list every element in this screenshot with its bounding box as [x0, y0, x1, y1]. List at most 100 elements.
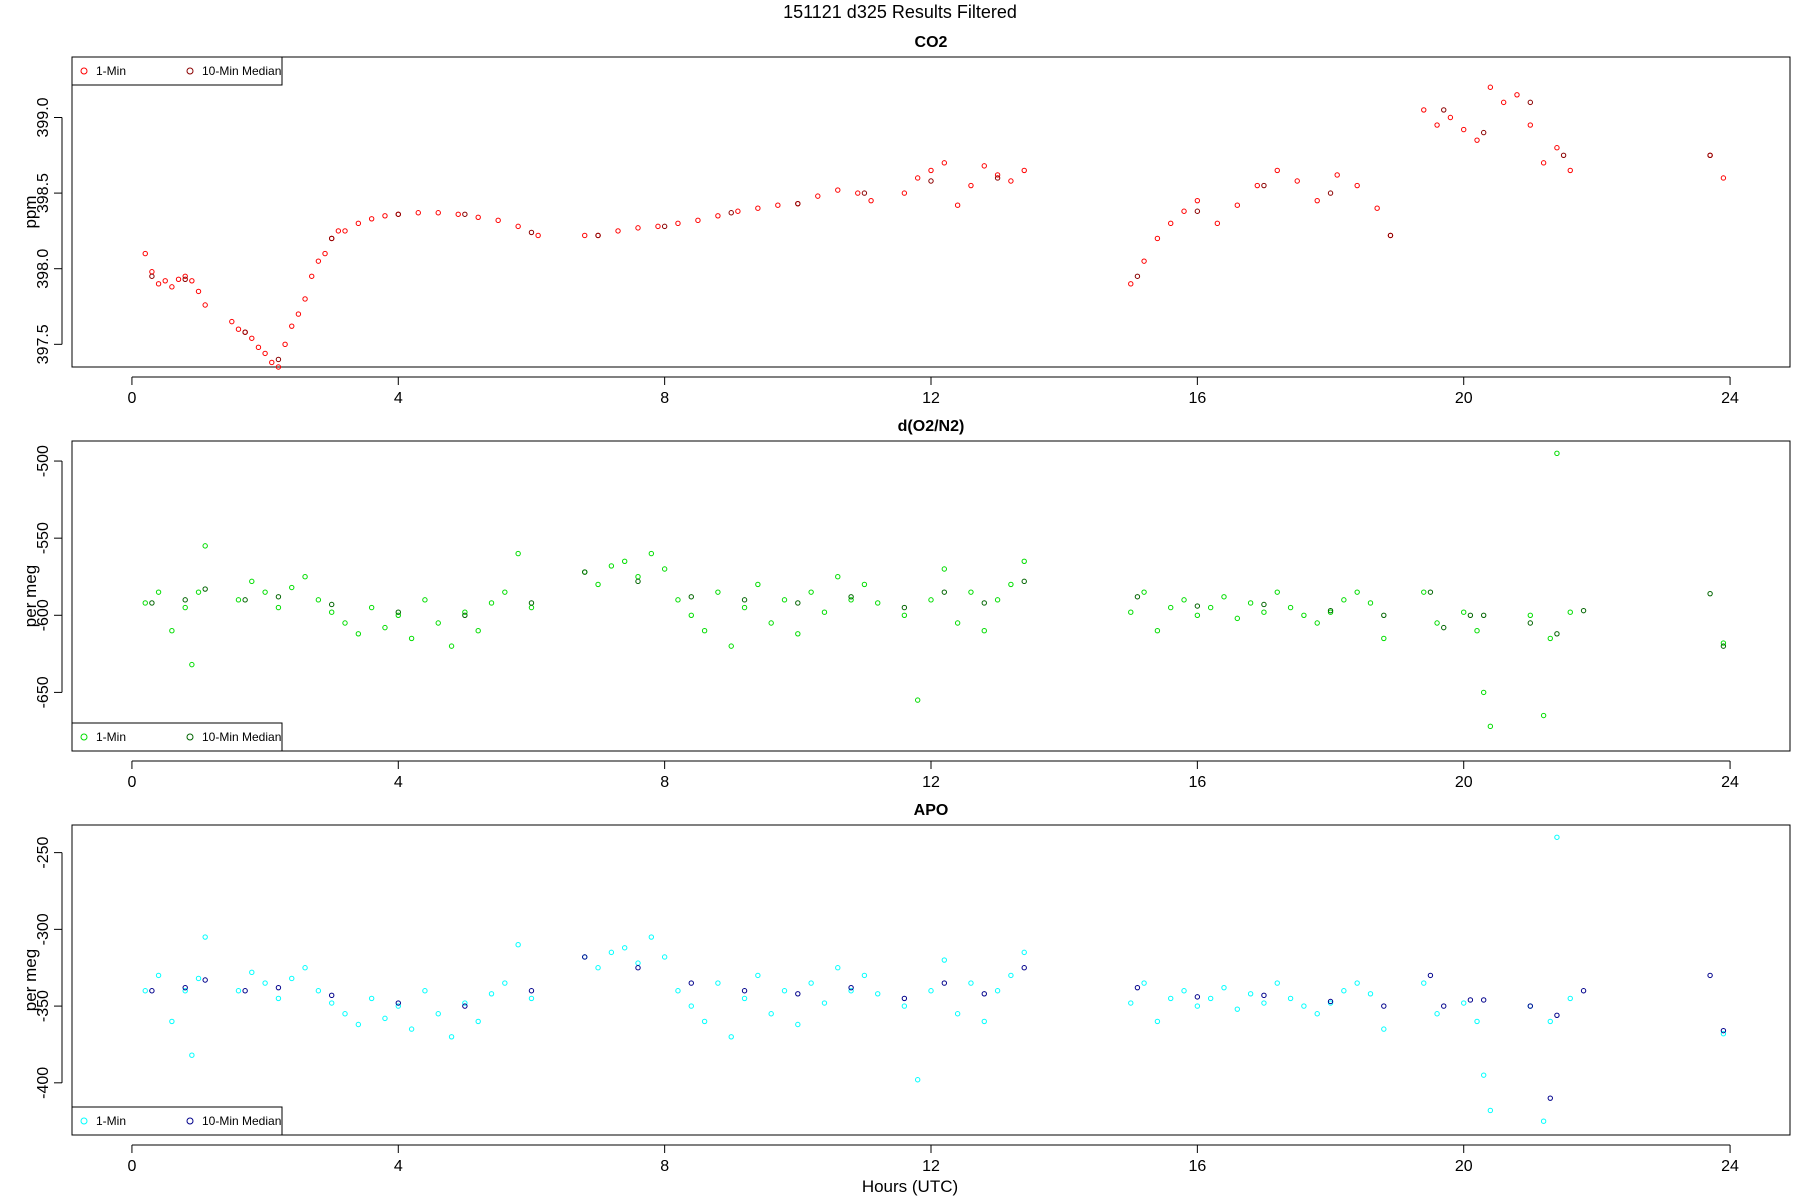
data-point-1-min [189, 278, 195, 284]
data-point-1-min [661, 566, 668, 572]
legend-entry: 10-Min Median [202, 64, 281, 78]
data-point-1-min [675, 220, 681, 227]
data-point-1-min [1274, 167, 1280, 174]
data-point-1-min [861, 581, 868, 588]
x-axis-label: Hours (UTC) [862, 1177, 958, 1196]
data-point-median [328, 601, 335, 608]
data-point-median [1720, 1027, 1727, 1034]
data-point-1-min [795, 631, 801, 637]
legend-symbol [186, 1117, 194, 1125]
data-point-1-min [1021, 167, 1027, 174]
data-point-1-min [968, 182, 974, 189]
data-point-1-min [848, 597, 854, 603]
data-point-1-min [1008, 972, 1014, 979]
data-point-1-min [1567, 995, 1573, 1002]
data-point-median [275, 594, 282, 600]
data-point-1-min [781, 988, 788, 994]
data-point-1-min [169, 1018, 175, 1025]
data-point-1-min [861, 972, 868, 979]
data-point-1-min [435, 620, 441, 626]
data-point-median [661, 223, 668, 230]
data-point-1-min [235, 988, 242, 994]
data-point-median [1261, 992, 1267, 999]
data-point-1-min [1128, 609, 1134, 615]
data-point-1-min [368, 216, 375, 222]
data-point-1-min [701, 628, 708, 634]
data-point-1-min [768, 620, 774, 626]
data-point-1-min [155, 281, 162, 287]
data-point-1-min [855, 190, 861, 196]
data-point-median [1021, 578, 1027, 585]
data-point-1-min [342, 1011, 348, 1017]
y-tick-label: -500 [35, 445, 52, 477]
data-point-1-min [1720, 175, 1727, 181]
data-point-1-min [1374, 205, 1380, 211]
data-point-1-min [821, 609, 828, 615]
data-point-1-min [255, 344, 262, 351]
legend-symbol [80, 1117, 88, 1125]
data-point-1-min [1447, 114, 1454, 121]
data-point-median [941, 589, 948, 595]
panel-title: CO2 [915, 34, 948, 51]
data-point-1-min [1567, 609, 1573, 615]
data-point-median [395, 1000, 401, 1006]
data-point-1-min [302, 965, 308, 971]
data-point-1-min [289, 975, 295, 982]
data-point-1-min [315, 597, 322, 603]
series-10-min-median [149, 954, 1727, 1101]
data-point-1-min [395, 1003, 401, 1009]
data-point-median [1387, 232, 1394, 239]
data-point-1-min [302, 574, 308, 580]
data-point-1-min [848, 988, 854, 994]
data-point-1-min [1181, 208, 1187, 214]
data-point-median [635, 965, 641, 971]
data-point-1-min [608, 949, 615, 956]
data-point-1-min [455, 211, 461, 217]
data-point-1-min [621, 558, 628, 564]
data-point-1-min [1221, 984, 1227, 991]
data-point-1-min [755, 205, 761, 211]
data-point-median [1194, 603, 1201, 609]
data-point-1-min [235, 597, 242, 603]
data-point-1-min [741, 995, 748, 1002]
data-point-1-min [1141, 258, 1147, 264]
data-point-1-min [202, 302, 208, 308]
data-point-1-min [688, 1003, 694, 1009]
y-tick-label: -650 [35, 676, 52, 708]
data-point-median [1441, 1003, 1447, 1009]
y-tick-label: -300 [35, 913, 52, 945]
data-point-1-min [608, 563, 615, 569]
data-point-1-min [768, 1011, 774, 1017]
data-point-median [182, 597, 188, 603]
data-point-1-min [488, 600, 495, 606]
data-point-1-min [688, 612, 694, 618]
data-point-1-min [155, 972, 162, 979]
data-point-1-min [1354, 980, 1360, 986]
data-point-1-min [342, 620, 348, 626]
data-point-1-min [1008, 581, 1014, 588]
data-point-1-min [981, 1018, 987, 1025]
data-point-1-min [1234, 202, 1241, 208]
data-point-1-min [835, 574, 841, 580]
data-point-median [795, 600, 801, 606]
data-point-1-min [1554, 450, 1560, 457]
data-point-1-min [755, 972, 761, 979]
x-tick-label: 0 [127, 1158, 136, 1175]
data-point-1-min [269, 359, 275, 366]
data-point-median [1560, 152, 1567, 158]
data-point-1-min [648, 934, 655, 940]
data-point-1-min [502, 980, 508, 986]
data-point-1-min [1194, 197, 1201, 204]
x-tick-label: 4 [394, 774, 403, 791]
data-point-1-min [1168, 220, 1174, 227]
plot-frame [71, 56, 1791, 368]
data-point-1-min [1381, 1026, 1387, 1032]
y-axis-label: per meg [21, 565, 40, 627]
data-point-median [202, 586, 208, 592]
data-point-1-min [1434, 620, 1440, 626]
x-tick-label: 8 [660, 774, 669, 791]
plot-frame [71, 440, 1791, 752]
data-point-1-min [202, 934, 208, 940]
data-point-1-min [202, 543, 208, 549]
data-point-1-min [1474, 628, 1480, 634]
